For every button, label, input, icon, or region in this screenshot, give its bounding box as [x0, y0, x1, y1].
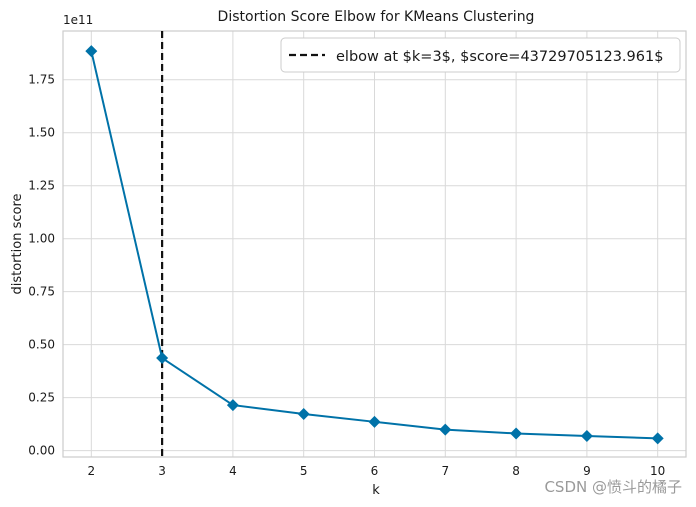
data-point-marker	[510, 427, 523, 440]
x-tick-label: 9	[583, 464, 591, 478]
x-tick-label: 7	[441, 464, 449, 478]
y-tick-labels: 0.00 0.25 0.50 0.75 1.00 1.25 1.50 1.75	[28, 73, 55, 458]
data-point-marker	[368, 415, 381, 428]
data-point-marker	[439, 423, 452, 436]
y-tick-label: 0.75	[28, 285, 55, 299]
data-point-marker	[226, 399, 239, 412]
y-tick-label: 1.50	[28, 126, 55, 140]
offset-label: 1e11	[63, 13, 93, 27]
watermark: CSDN @愤斗的橘子	[544, 478, 682, 496]
y-axis-label: distortion score	[10, 194, 25, 295]
y-tick-label: 1.75	[28, 73, 55, 87]
y-tick-label: 0.50	[28, 338, 55, 352]
data-point-marker	[156, 352, 169, 365]
x-tick-labels: 2 3 4 5 6 7 8 9 10	[87, 464, 665, 478]
x-tick-label: 3	[158, 464, 166, 478]
x-tick-label: 2	[87, 464, 95, 478]
legend-label: elbow at $k=3$, $score=43729705123.961$	[336, 49, 663, 65]
data-point-marker	[85, 45, 98, 58]
x-tick-label: 6	[371, 464, 379, 478]
legend: elbow at $k=3$, $score=43729705123.961$	[280, 37, 681, 73]
chart-title: Distortion Score Elbow for KMeans Cluste…	[218, 9, 535, 25]
y-tick-label: 1.00	[28, 232, 55, 246]
y-tick-label: 0.00	[28, 444, 55, 458]
x-tick-label: 10	[650, 464, 665, 478]
legend-box	[280, 37, 681, 73]
data-point-marker	[297, 407, 310, 420]
y-tick-label: 0.25	[28, 391, 55, 405]
x-tick-label: 8	[512, 464, 520, 478]
data-point-marker	[651, 432, 664, 445]
x-tick-label: 5	[300, 464, 308, 478]
grid-lines	[63, 31, 686, 457]
x-axis-label: k	[372, 483, 380, 498]
y-tick-label: 1.25	[28, 179, 55, 193]
data-markers	[85, 45, 664, 445]
x-tick-label: 4	[229, 464, 237, 478]
plot-frame	[62, 30, 687, 458]
data-point-marker	[580, 430, 593, 443]
